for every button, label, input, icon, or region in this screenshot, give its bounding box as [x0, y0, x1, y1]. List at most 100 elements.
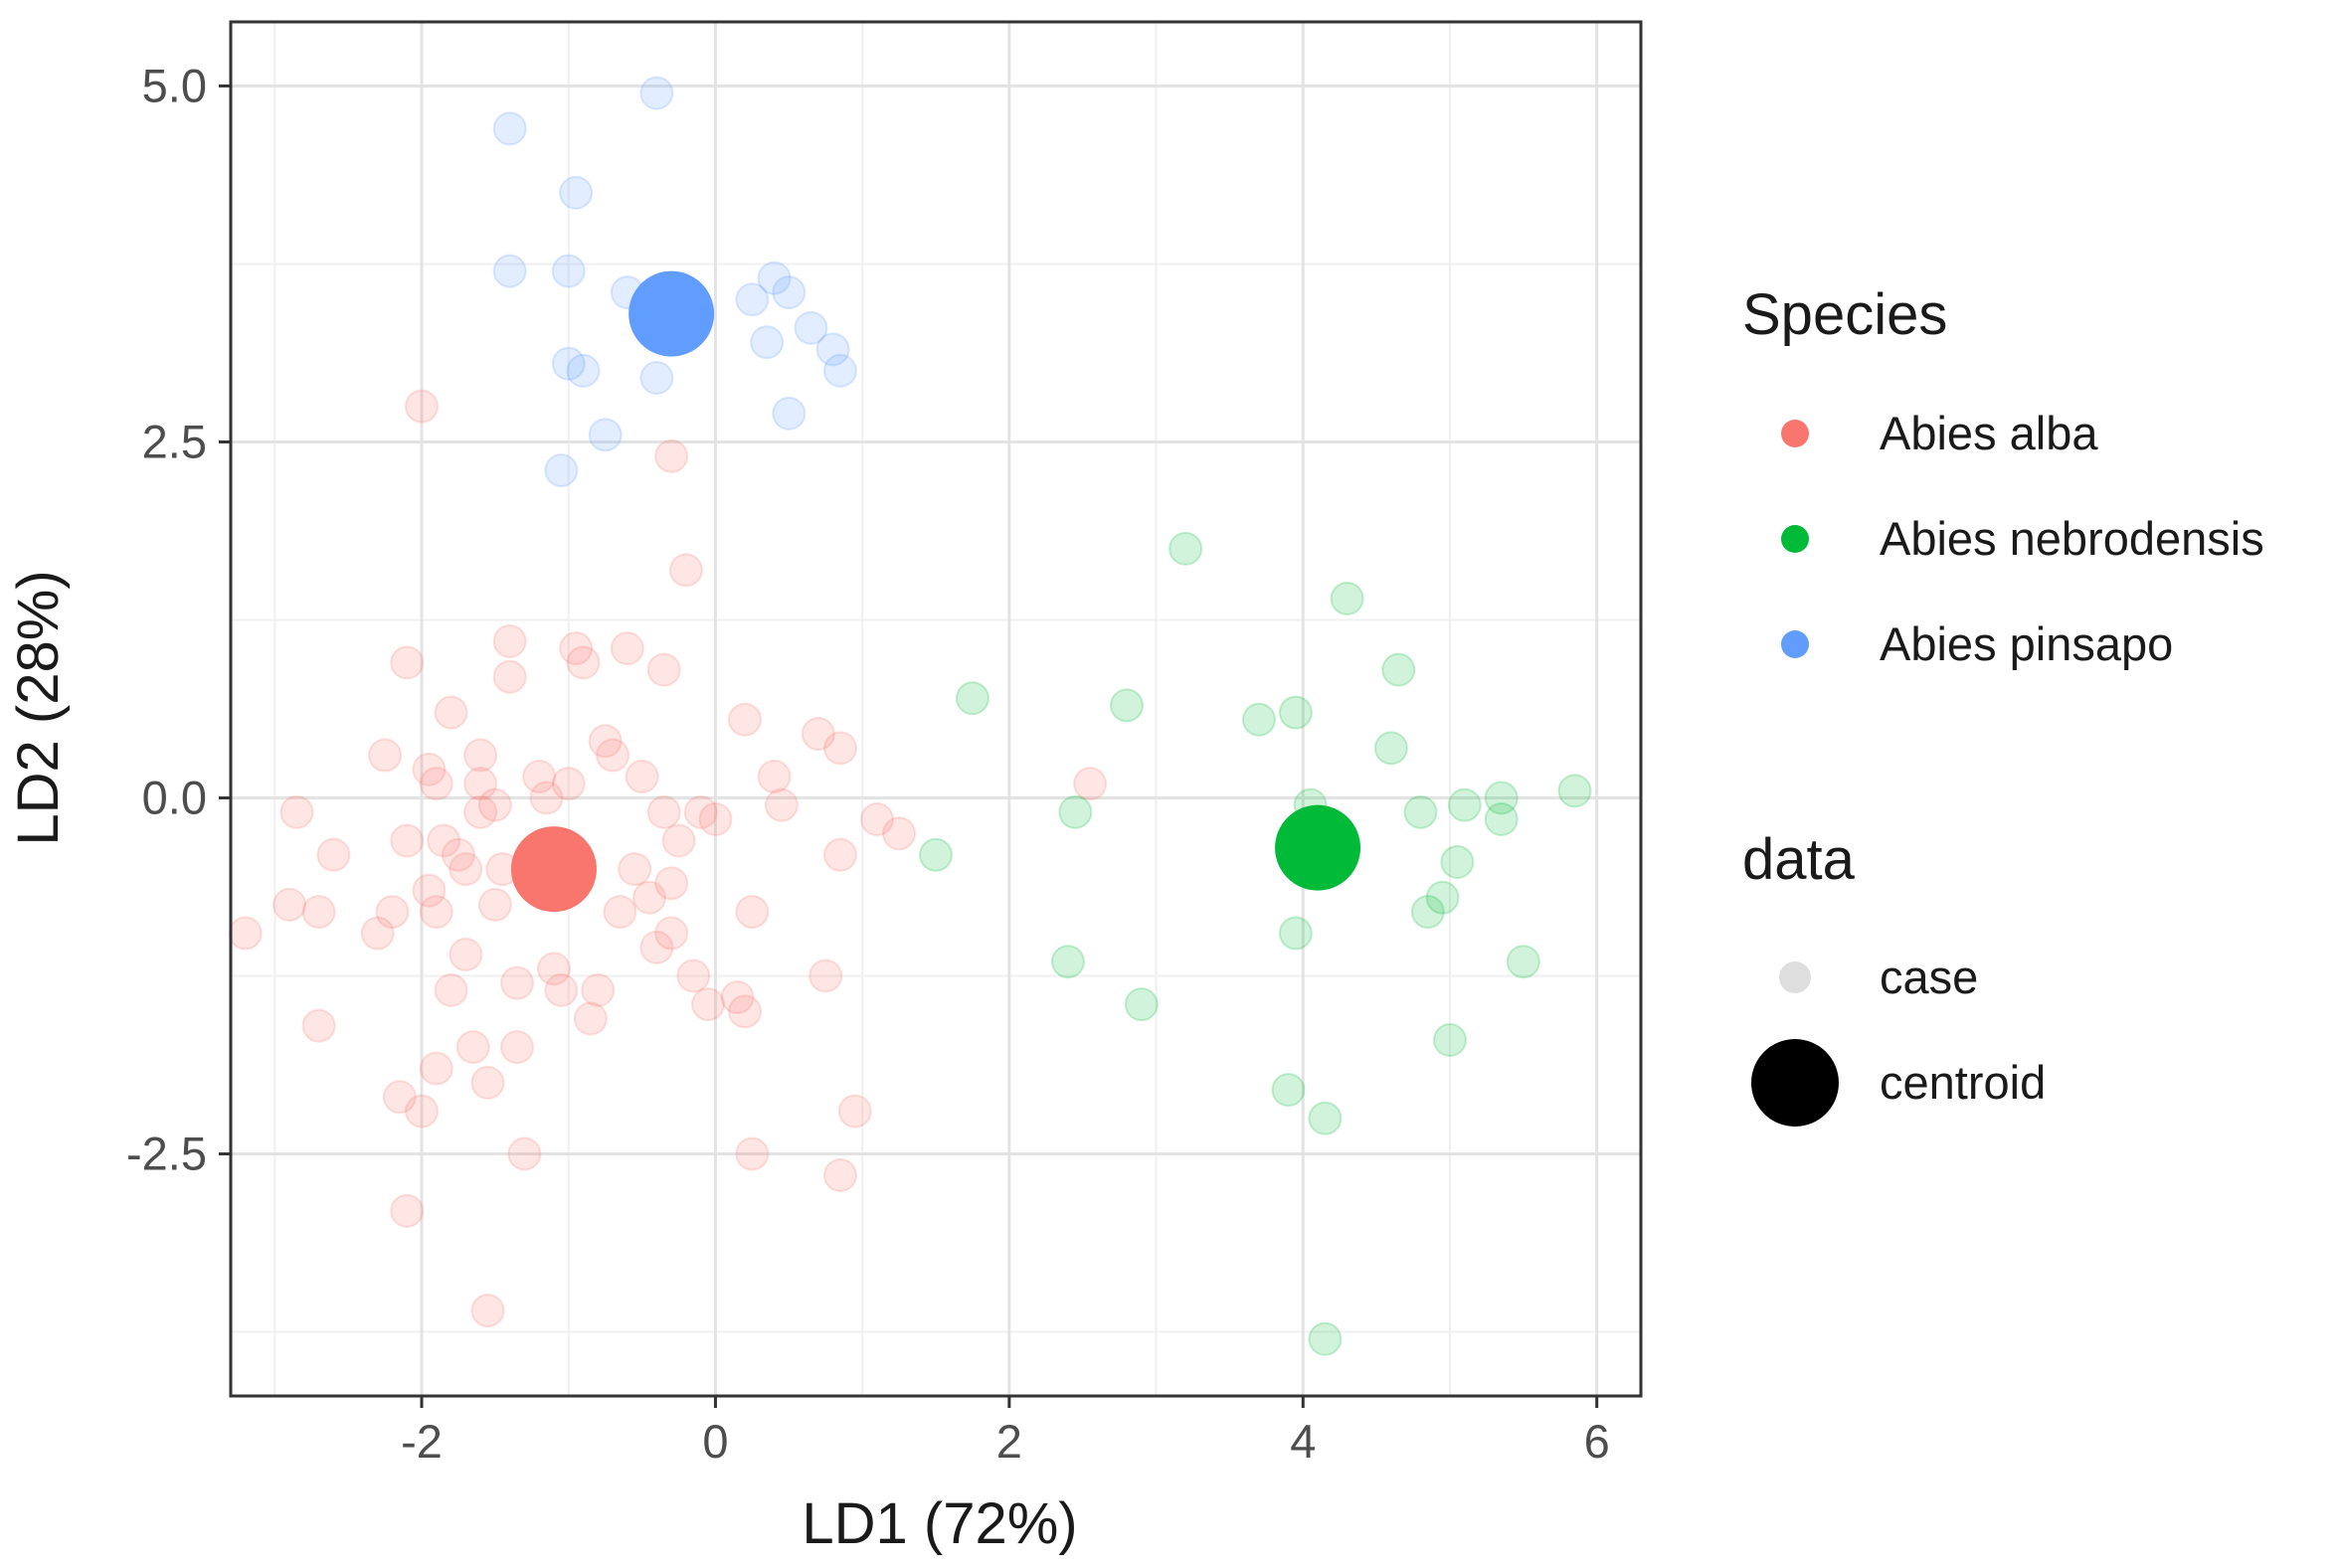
- case-point-abies-nebrodensis: [1124, 987, 1159, 1022]
- case-point-abies-nebrodensis: [1410, 895, 1445, 930]
- case-point-abies-alba: [382, 1080, 417, 1115]
- legend-case-label: case: [1880, 951, 1978, 1003]
- case-point-abies-alba: [654, 438, 689, 473]
- x-axis-title: LD1 (72%): [802, 1491, 1077, 1556]
- case-point-abies-nebrodensis: [1050, 945, 1085, 979]
- case-point-abies-alba: [405, 389, 440, 424]
- case-point-abies-nebrodensis: [1308, 1101, 1343, 1135]
- case-point-abies-alba: [301, 1008, 336, 1043]
- case-point-abies-alba: [507, 1136, 542, 1171]
- centroid-abies-pinsapo: [629, 270, 715, 357]
- case-point-abies-alba: [882, 816, 917, 851]
- case-point-abies-alba: [477, 787, 512, 822]
- case-point-abies-alba: [822, 837, 857, 872]
- case-point-abies-alba: [603, 895, 637, 930]
- case-point-abies-alba: [477, 887, 512, 922]
- case-point-abies-nebrodensis: [1169, 531, 1203, 566]
- case-point-abies-alba: [551, 767, 586, 801]
- case-point-abies-alba: [646, 794, 681, 829]
- y-axis-title: LD2 (28%): [6, 570, 71, 845]
- y-tick-label: 0.0: [142, 772, 207, 824]
- case-point-abies-alba: [536, 952, 571, 986]
- case-point-abies-alba: [492, 659, 527, 694]
- case-point-abies-alba: [625, 760, 659, 794]
- case-point-abies-alba: [809, 958, 843, 993]
- legend-label-abies-alba: Abies alba: [1880, 407, 2098, 459]
- case-point-abies-alba: [822, 1158, 857, 1193]
- case-point-abies-pinsapo: [559, 175, 594, 210]
- case-point-abies-alba: [470, 1065, 505, 1100]
- case-point-abies-alba: [434, 972, 468, 1007]
- case-point-abies-alba: [500, 965, 535, 1000]
- x-tick-label: 2: [996, 1415, 1022, 1468]
- case-point-abies-nebrodensis: [1432, 1022, 1467, 1057]
- case-point-abies-pinsapo: [815, 332, 850, 367]
- case-point-abies-pinsapo: [639, 76, 674, 110]
- case-point-abies-pinsapo: [735, 282, 770, 317]
- case-point-abies-alba: [668, 553, 703, 588]
- case-point-abies-alba: [449, 938, 483, 972]
- y-tick-label: 5.0: [142, 59, 207, 111]
- case-point-abies-alba: [522, 760, 557, 794]
- case-point-abies-alba: [390, 1193, 425, 1228]
- y-axis: -2.5 0.0 2.5 5.0: [126, 59, 231, 1180]
- case-point-abies-alba: [375, 895, 410, 930]
- case-point-abies-alba: [368, 738, 403, 773]
- y-tick-label: -2.5: [126, 1128, 207, 1180]
- case-point-abies-alba: [279, 794, 314, 829]
- case-point-abies-alba: [639, 930, 674, 964]
- case-point-abies-alba: [822, 731, 857, 766]
- case-point-abies-alba: [654, 916, 689, 951]
- case-point-abies-alba: [500, 1030, 535, 1065]
- case-point-abies-alba: [859, 801, 894, 836]
- case-point-abies-alba: [720, 980, 755, 1015]
- centroid-abies-alba: [510, 826, 597, 913]
- legend-case-key: [1779, 961, 1811, 993]
- case-point-abies-alba: [727, 994, 762, 1029]
- x-axis: -2 0 2 4 6: [401, 1396, 1610, 1468]
- case-point-abies-alba: [698, 801, 733, 836]
- case-point-abies-alba: [1073, 767, 1108, 801]
- case-point-abies-nebrodensis: [1278, 695, 1313, 730]
- case-point-abies-nebrodensis: [1447, 787, 1482, 822]
- case-point-abies-pinsapo: [588, 418, 623, 452]
- case-point-abies-nebrodensis: [1058, 794, 1093, 829]
- legend-key-abies-pinsapo: [1781, 630, 1809, 658]
- legend-label-abies-pinsapo: Abies pinsapo: [1880, 617, 2173, 670]
- case-point-abies-pinsapo: [544, 453, 579, 488]
- case-point-abies-alba: [412, 752, 447, 786]
- x-tick-label: 0: [702, 1415, 728, 1468]
- case-point-abies-alba: [618, 852, 652, 887]
- case-point-abies-nebrodensis: [1241, 702, 1276, 737]
- case-point-abies-alba: [581, 972, 616, 1007]
- case-point-abies-nebrodensis: [1381, 652, 1416, 687]
- legend-species-items: Abies alba Abies nebrodensis Abies pinsapo: [1781, 407, 2264, 670]
- case-point-abies-alba: [419, 895, 453, 930]
- case-point-abies-alba: [441, 837, 475, 872]
- legend-centroid-label: centroid: [1880, 1056, 2046, 1109]
- case-point-abies-pinsapo: [772, 275, 807, 310]
- case-point-abies-alba: [559, 631, 594, 666]
- case-point-abies-alba: [492, 623, 527, 658]
- y-tick-label: 2.5: [142, 415, 207, 467]
- case-point-abies-nebrodensis: [1506, 945, 1540, 979]
- case-point-abies-alba: [566, 645, 601, 680]
- case-point-abies-nebrodensis: [1440, 844, 1475, 879]
- case-point-abies-alba: [631, 880, 666, 915]
- case-point-abies-pinsapo: [750, 325, 785, 360]
- case-point-abies-alba: [470, 1294, 505, 1328]
- x-tick-label: 6: [1584, 1415, 1610, 1468]
- case-point-abies-alba: [837, 1094, 872, 1129]
- case-point-abies-alba: [463, 767, 498, 801]
- case-point-abies-nebrodensis: [1271, 1073, 1306, 1108]
- case-point-abies-alba: [228, 916, 263, 951]
- case-point-abies-alba: [727, 702, 762, 737]
- case-point-abies-alba: [419, 1051, 453, 1086]
- case-point-abies-nebrodensis: [955, 681, 989, 716]
- case-point-abies-alba: [412, 873, 447, 908]
- case-point-abies-alba: [463, 794, 498, 829]
- legend-data-title: data: [1742, 827, 1856, 892]
- case-point-abies-pinsapo: [551, 254, 586, 288]
- case-point-abies-alba: [610, 631, 644, 666]
